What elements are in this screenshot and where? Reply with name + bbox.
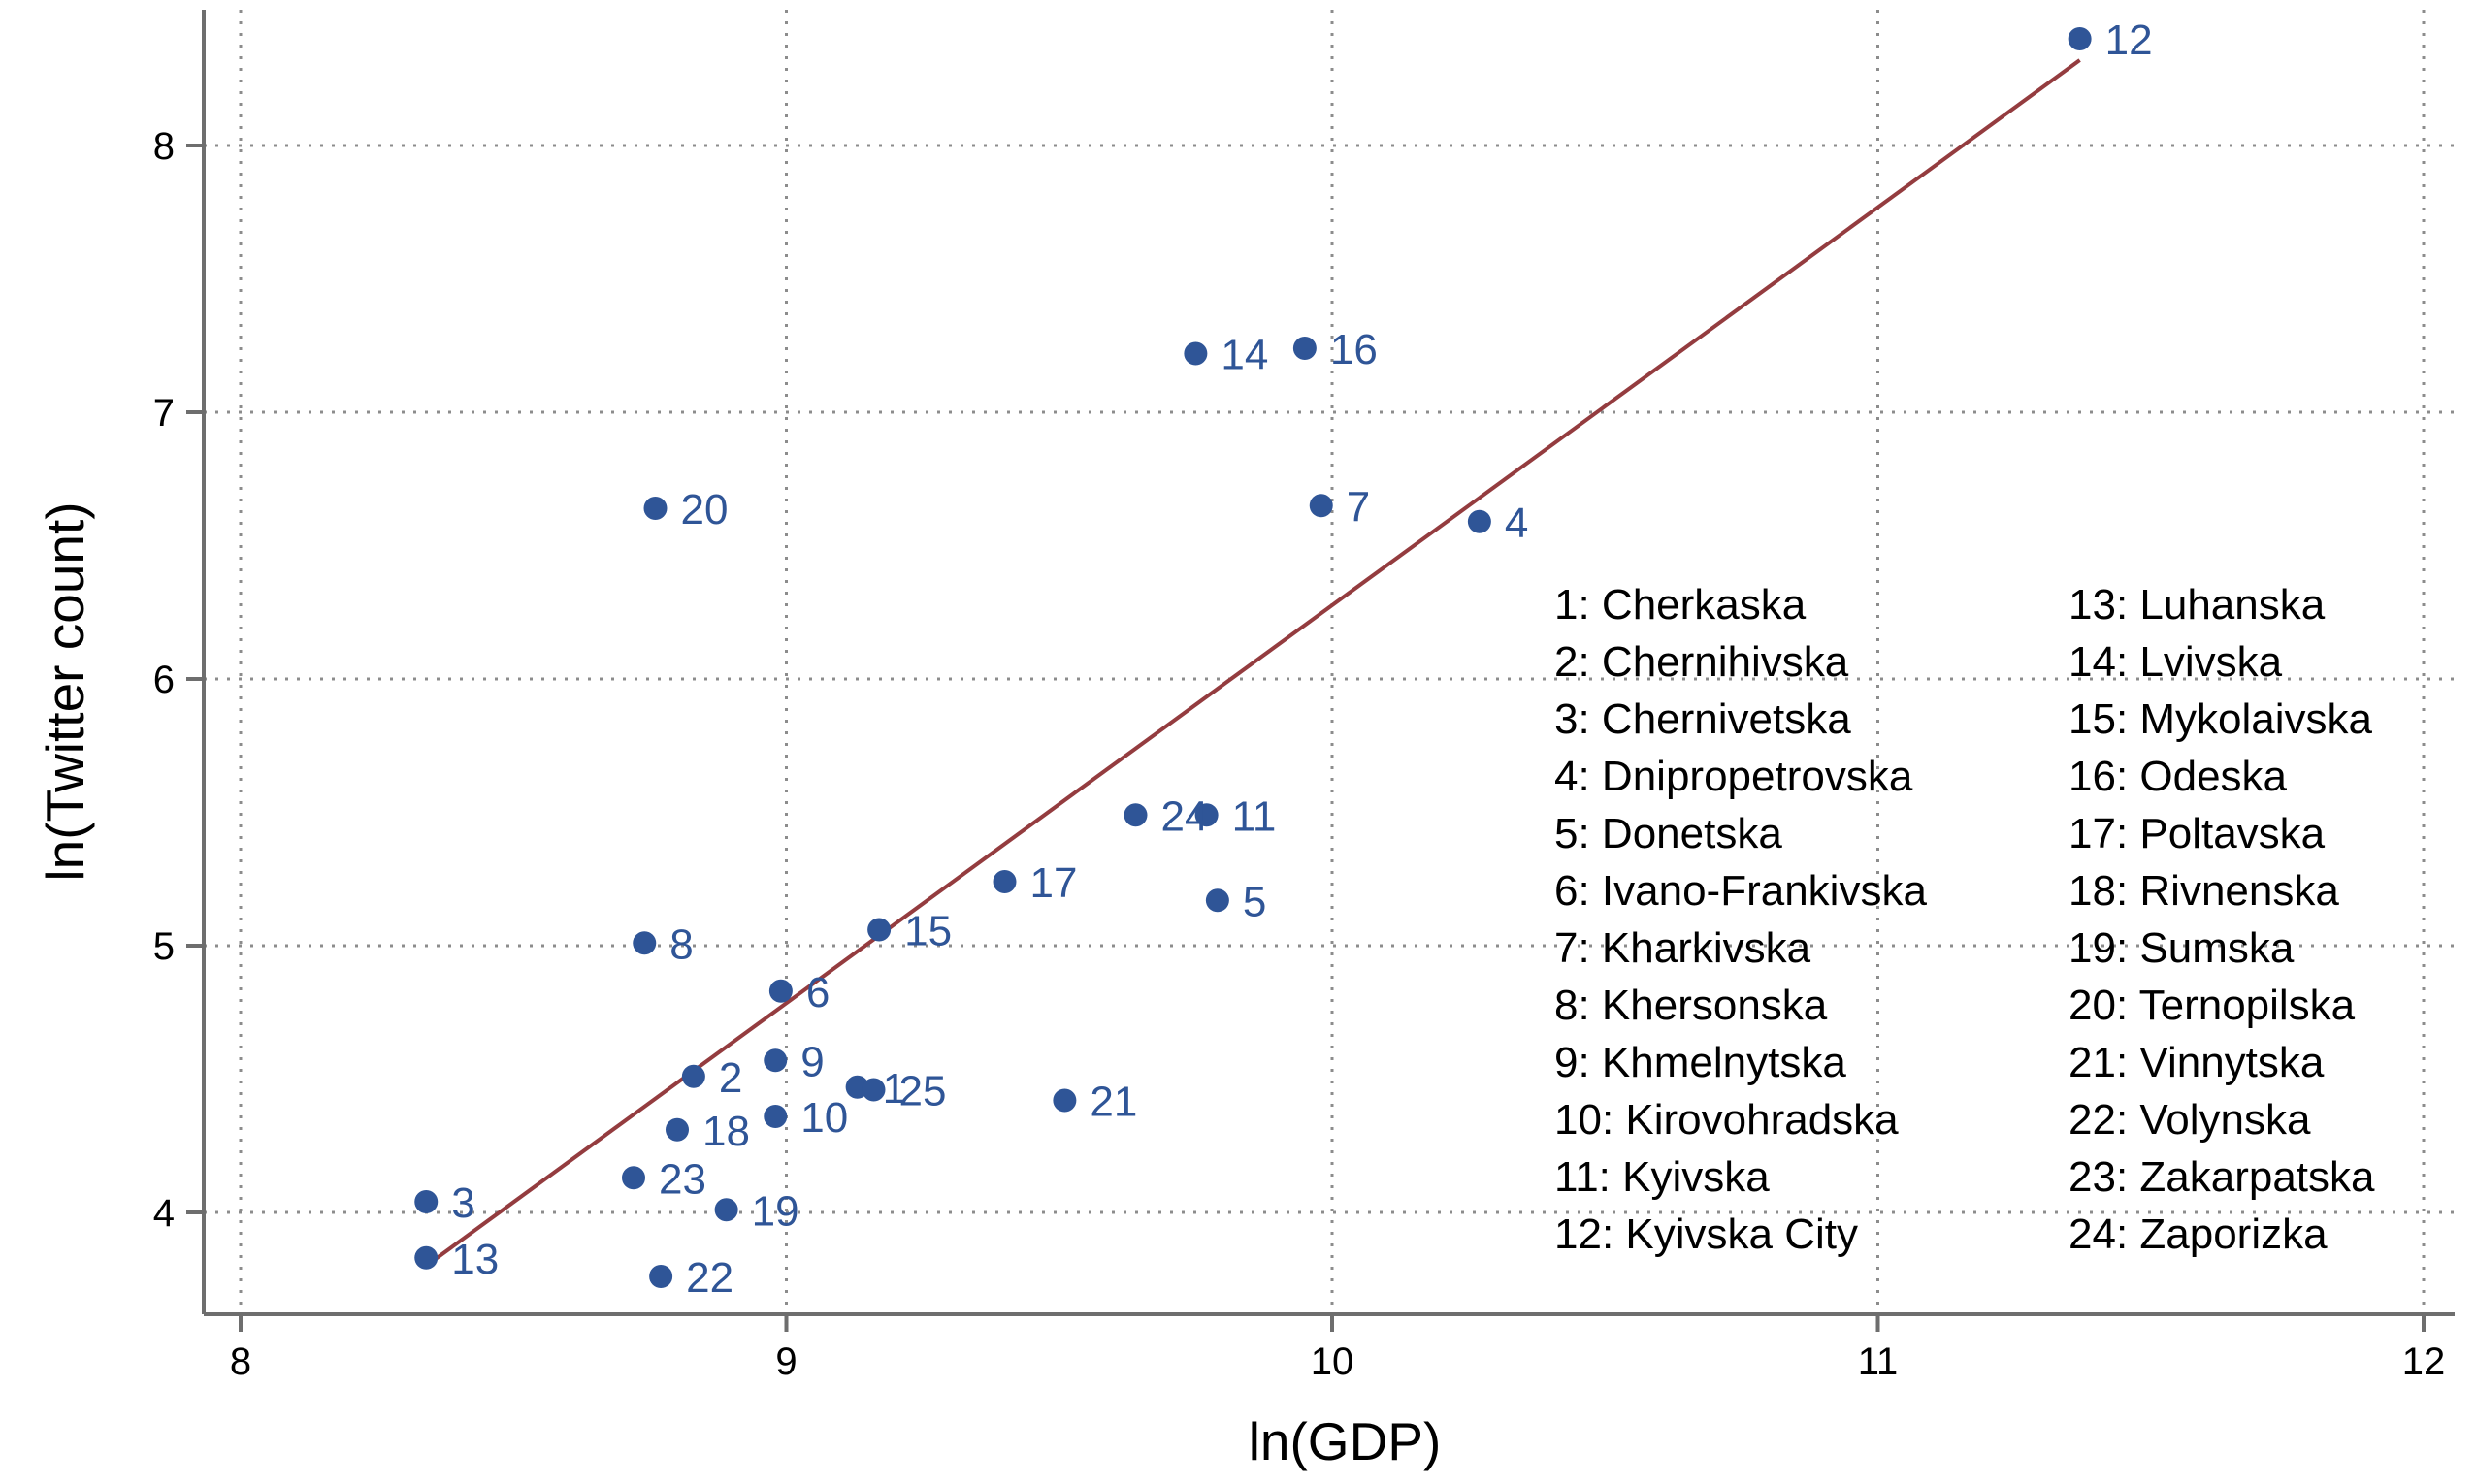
fit-line (425, 58, 2081, 1268)
point-label: 1 (883, 1065, 906, 1113)
data-point (622, 1166, 645, 1190)
region-key: 1: Cherkaska 2: Chernihivska 3: Chernivets… (1554, 581, 2375, 1258)
point-label: 24 (1161, 792, 1209, 840)
x-tick-label: 12 (2402, 1340, 2446, 1383)
data-point (666, 1117, 689, 1142)
point-label: 7 (1347, 483, 1370, 531)
key-entry: 5: Donetska (1554, 810, 1782, 857)
data-point (764, 1105, 788, 1128)
point-label: 9 (800, 1038, 824, 1085)
point-label: 14 (1221, 332, 1268, 379)
key-entry: 11: Kyivska (1554, 1153, 1770, 1201)
y-tick-label: 5 (153, 925, 175, 968)
y-tick-label: 7 (153, 392, 175, 435)
data-point (867, 918, 892, 942)
x-tick-label: 10 (1311, 1340, 1354, 1383)
data-point (1124, 803, 1148, 827)
key-entry: 9: Khmelnytska (1554, 1039, 1846, 1086)
key-entry: 2: Chernihivska (1554, 638, 1849, 686)
data-point (1053, 1088, 1077, 1113)
data-point (1184, 341, 1208, 366)
point-label: 23 (659, 1155, 706, 1203)
point-label: 18 (702, 1108, 750, 1155)
data-point (1292, 337, 1317, 360)
point-label: 12 (2105, 16, 2153, 64)
key-entry: 6: Ivano-Frankivska (1554, 867, 1927, 915)
data-point (862, 1078, 886, 1102)
gridlines (204, 10, 2455, 1314)
data-point (2068, 27, 2092, 50)
data-point (649, 1265, 673, 1288)
point-label: 5 (1243, 878, 1266, 925)
point-label: 16 (1330, 326, 1378, 373)
fit-line-layer (425, 58, 2081, 1268)
key-entry: 13: Luhanska (2069, 581, 2326, 629)
y-tick-label: 4 (153, 1192, 175, 1235)
y-tick-label: 8 (153, 125, 175, 168)
x-axis-title: ln(GDP) (1249, 1411, 1442, 1471)
key-entry: 7: Kharkivska (1554, 924, 1811, 972)
key-entry: 15: Mykolaivska (2069, 695, 2373, 743)
key-entry: 4: Dnipropetrovska (1554, 753, 1913, 800)
x-tick-label: 8 (230, 1340, 251, 1383)
key-entry: 10: Kirovohradska (1554, 1096, 1899, 1144)
data-point (681, 1064, 705, 1088)
point-label: 20 (681, 486, 729, 533)
key-entry: 1: Cherkaska (1554, 581, 1807, 629)
x-tick-label: 11 (1858, 1340, 1899, 1383)
data-point (414, 1245, 439, 1270)
key-entry: 21: Vinnytska (2069, 1039, 2325, 1086)
data-point (1467, 509, 1491, 533)
point-label: 10 (800, 1094, 848, 1142)
data-point (643, 497, 668, 520)
data-point (1309, 494, 1333, 518)
point-label: 6 (806, 969, 830, 1016)
point-label: 8 (669, 920, 693, 968)
data-point (714, 1198, 738, 1222)
data-point (993, 870, 1017, 893)
point-label: 4 (1505, 500, 1528, 547)
point-label: 2 (719, 1054, 742, 1102)
key-entry: 24: Zaporizka (2069, 1210, 2328, 1258)
point-label: 19 (752, 1187, 799, 1235)
data-point (768, 979, 793, 1003)
key-entry: 19: Sumska (2069, 924, 2295, 972)
point-label: 25 (899, 1068, 947, 1115)
y-axis-title: ln(Twitter count) (35, 501, 95, 881)
point-label: 21 (1090, 1079, 1137, 1126)
key-entry: 17: Poltavska (2069, 810, 2326, 857)
key-entry: 8: Khersonska (1554, 982, 1828, 1029)
key-entry: 22: Volynska (2069, 1096, 2311, 1144)
key-entry: 16: Odeska (2069, 753, 2288, 800)
key-entry: 12: Kyivska City (1554, 1210, 1858, 1258)
x-tick-label: 9 (775, 1340, 797, 1383)
point-label: 11 (1232, 792, 1277, 840)
point-label: 15 (904, 908, 952, 955)
key-entry: 14: Lvivska (2069, 638, 2283, 686)
point-label: 13 (451, 1236, 499, 1283)
key-entry: 23: Zakarpatska (2069, 1153, 2375, 1201)
data-point (414, 1190, 439, 1213)
data-point (633, 931, 657, 955)
key-entry: 20: Ternopilska (2069, 982, 2356, 1029)
point-label: 22 (686, 1254, 733, 1302)
data-point (1205, 888, 1229, 913)
data-point (764, 1048, 788, 1073)
data-points: 1234567891011121314151617181920212223242… (414, 16, 2153, 1302)
point-label: 3 (451, 1179, 474, 1227)
data-point (1194, 803, 1219, 827)
key-entry: 18: Rivnenska (2069, 867, 2339, 915)
point-label: 17 (1030, 859, 1078, 907)
key-entry: 3: Chernivetska (1554, 695, 1851, 743)
y-tick-label: 6 (153, 659, 175, 701)
